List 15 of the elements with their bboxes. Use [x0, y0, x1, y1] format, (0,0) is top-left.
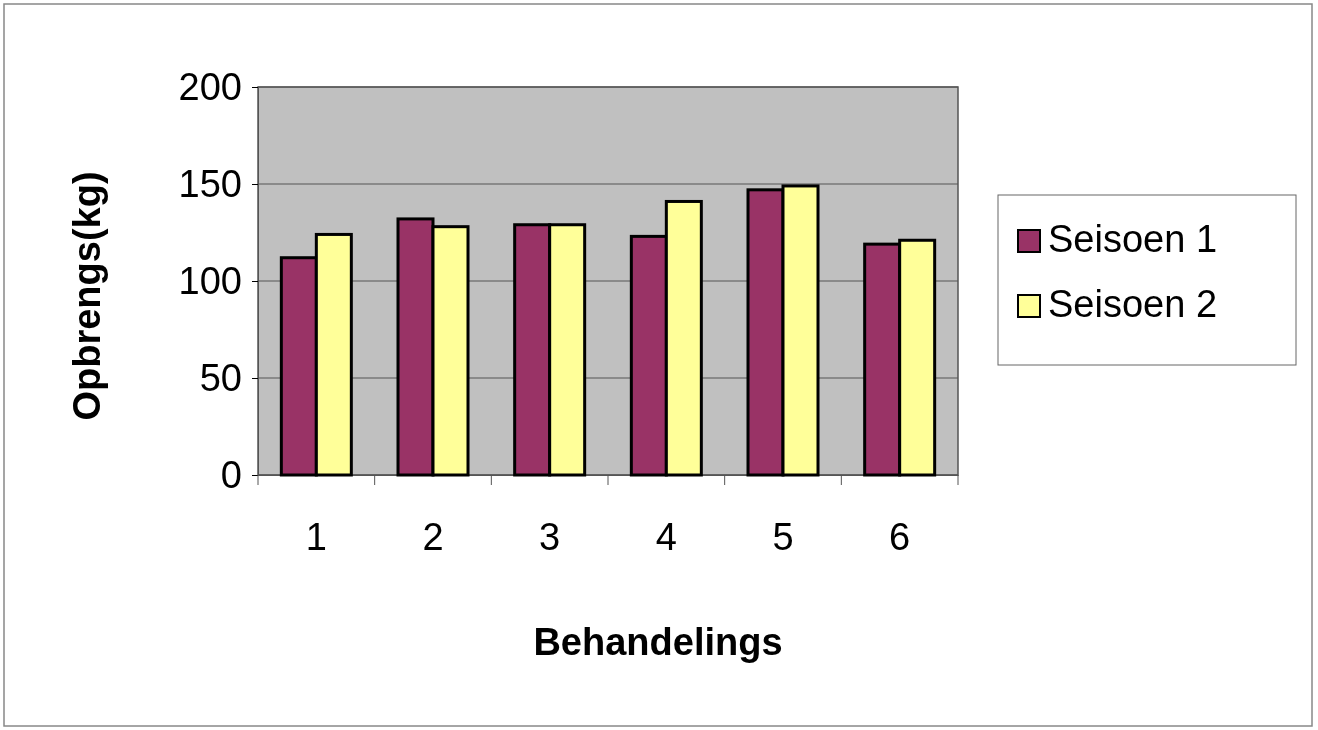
x-tick-label: 4 [655, 515, 677, 558]
legend-label: Seisoen 1 [1048, 218, 1218, 260]
x-tick-label: 5 [772, 515, 794, 558]
x-tick-label: 3 [539, 515, 561, 558]
legend-label: Seisoen 2 [1048, 283, 1218, 325]
y-tick-label: 50 [199, 356, 242, 399]
y-axis-title: Opbrengs(kg) [66, 171, 108, 421]
x-tick-label: 6 [889, 515, 911, 558]
x-tick-label: 1 [305, 515, 327, 558]
y-tick-label: 0 [220, 453, 242, 496]
y-tick-label: 150 [178, 162, 242, 205]
x-tick-label: 2 [422, 515, 444, 558]
y-tick-label: 100 [178, 259, 242, 302]
x-axis-title: Behandelings [533, 621, 783, 663]
y-tick-label: 200 [178, 65, 242, 108]
